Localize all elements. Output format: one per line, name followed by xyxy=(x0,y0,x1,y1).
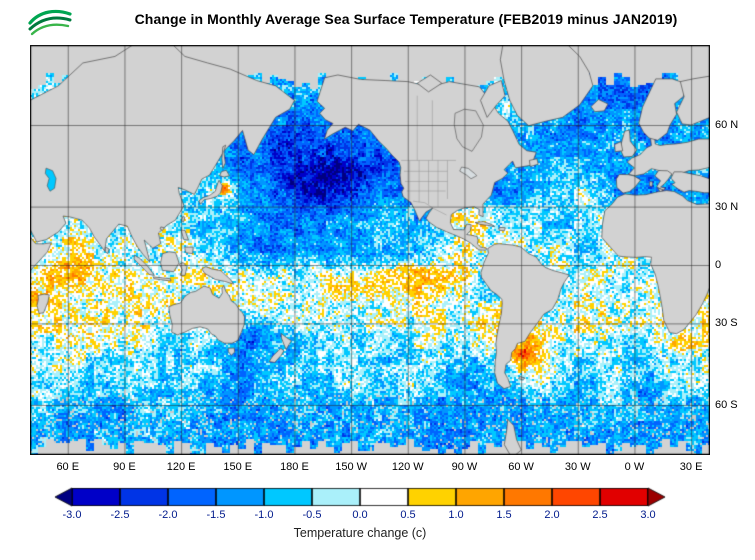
lat-tick-label: 0 xyxy=(715,259,722,271)
colorbar-scale-canvas xyxy=(54,487,666,507)
lon-tick-label: 90 W xyxy=(451,461,478,473)
colorbar: Temperature change (c) -3.0 -2.5 -2.0 -1.5 -… xyxy=(54,487,666,547)
colorbar-tick-label: 1.5 xyxy=(496,509,512,521)
colorbar-title: Temperature change (c) xyxy=(293,526,427,540)
colorbar-tick-label: 0.0 xyxy=(352,509,368,521)
colorbar-tick-label: 3.0 xyxy=(640,509,656,521)
colorbar-tick-label: -0.5 xyxy=(302,509,322,521)
lon-tick-label: 30 E xyxy=(679,461,703,473)
colorbar-tick-label: 0.5 xyxy=(400,509,416,521)
page-title: Change in Monthly Average Sea Surface Te… xyxy=(134,11,678,27)
colorbar-tick-label: -3.0 xyxy=(62,509,82,521)
lon-tick-label: 60 E xyxy=(56,461,80,473)
lon-tick-label: 30 W xyxy=(564,461,591,473)
colorbar-tick-label: -1.0 xyxy=(254,509,274,521)
colorbar-tick-label: 1.0 xyxy=(448,509,464,521)
lat-tick-label: 60 S xyxy=(715,398,738,411)
lat-tick-label: 60 N xyxy=(715,119,739,131)
lon-tick-label: 120 E xyxy=(166,461,196,473)
lon-tick-label: 60 W xyxy=(508,461,534,473)
colorbar-tick-label: 2.5 xyxy=(592,509,608,521)
colorbar-tick-label: -1.5 xyxy=(206,509,226,521)
lon-tick-label: 150 E xyxy=(223,461,253,473)
lon-tick-label: 150 W xyxy=(335,461,367,473)
colorbar-tick-label: -2.5 xyxy=(110,509,130,521)
logo-waves-icon xyxy=(28,9,72,36)
lon-tick-label: 90 E xyxy=(113,461,136,473)
lat-tick-label: 30 N xyxy=(715,200,739,213)
lon-tick-label: 180 E xyxy=(280,461,309,473)
colorbar-tick-label: 2.0 xyxy=(544,509,560,521)
sst-anomaly-map-canvas xyxy=(30,45,710,455)
colorbar-tick-label: -2.0 xyxy=(158,509,178,521)
lon-tick-label: 0 W xyxy=(624,461,645,473)
lon-tick-label: 120 W xyxy=(391,461,424,473)
map-panel xyxy=(30,45,710,455)
lat-tick-label: 30 S xyxy=(715,317,738,330)
